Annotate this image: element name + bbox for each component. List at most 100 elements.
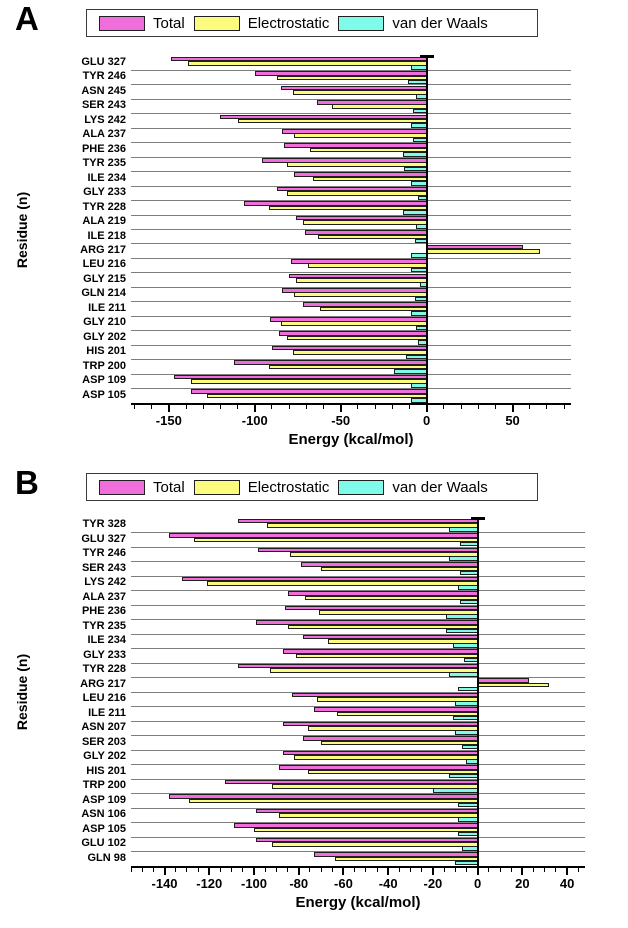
bar-electrostatic bbox=[254, 827, 478, 833]
residue-label: SER 243 bbox=[81, 99, 126, 112]
row-separator bbox=[131, 648, 585, 649]
residue-label: LYS 242 bbox=[84, 576, 126, 588]
x-major-tick bbox=[253, 405, 256, 412]
row-separator bbox=[131, 84, 571, 86]
row-separator bbox=[131, 388, 571, 390]
total-swatch-icon bbox=[99, 479, 145, 495]
bar-electrostatic bbox=[316, 697, 478, 702]
bar-vdw bbox=[411, 123, 427, 128]
bar-electrostatic bbox=[267, 523, 478, 528]
x-minor-tick bbox=[331, 868, 333, 872]
row-separator bbox=[131, 764, 585, 765]
x-major-tick bbox=[163, 868, 166, 875]
row-separator bbox=[131, 749, 585, 751]
x-minor-tick bbox=[287, 868, 289, 872]
bar-vdw bbox=[453, 715, 478, 721]
legend-label: Electrostatic bbox=[247, 478, 330, 496]
bar-electrostatic bbox=[269, 668, 478, 673]
row-separator bbox=[131, 590, 585, 591]
row-separator bbox=[131, 98, 571, 100]
x-minor-tick bbox=[305, 405, 307, 409]
bar-electrostatic bbox=[271, 842, 478, 847]
residue-label: GLU 102 bbox=[81, 837, 126, 849]
x-minor-tick bbox=[323, 405, 324, 409]
bar-vdw bbox=[459, 541, 478, 547]
bar-vdw bbox=[411, 383, 427, 389]
bar-electrostatic bbox=[278, 813, 478, 818]
residue-label: GLY 233 bbox=[83, 648, 126, 661]
bar-vdw bbox=[411, 181, 427, 186]
x-minor-tick bbox=[288, 405, 290, 409]
bar-vdw bbox=[455, 701, 478, 706]
residue-label: HIS 201 bbox=[86, 764, 126, 777]
legend: Total Electrostatic van der Waals bbox=[86, 473, 538, 501]
x-minor-tick bbox=[264, 868, 266, 872]
bar-electrostatic bbox=[296, 277, 427, 283]
panel-b-label: B bbox=[15, 464, 39, 501]
bar-electrostatic bbox=[294, 292, 427, 297]
legend-item: Total bbox=[99, 15, 185, 32]
legend-item: van der Waals bbox=[338, 479, 488, 496]
x-major-tick bbox=[476, 868, 479, 875]
x-minor-tick bbox=[271, 405, 273, 409]
residue-label: ARG 217 bbox=[80, 243, 126, 256]
row-separator bbox=[131, 561, 585, 562]
residue-label: TYR 228 bbox=[82, 663, 126, 675]
residue-label: GLY 202 bbox=[83, 330, 126, 343]
x-tick-label: -150 bbox=[155, 413, 182, 428]
x-minor-tick bbox=[563, 405, 565, 409]
bar-electrostatic bbox=[321, 566, 478, 572]
x-minor-tick bbox=[376, 868, 378, 872]
x-major-tick bbox=[253, 868, 255, 875]
bar-vdw bbox=[457, 831, 478, 837]
bar-vdw bbox=[448, 773, 478, 779]
row-separator bbox=[131, 720, 585, 722]
x-tick-label: -80 bbox=[289, 876, 309, 891]
row-separator bbox=[131, 735, 585, 736]
bar-electrostatic bbox=[206, 393, 427, 399]
x-major-tick bbox=[167, 405, 170, 412]
row-separator bbox=[131, 822, 585, 823]
row-separator bbox=[131, 706, 585, 707]
x-minor-tick bbox=[494, 405, 496, 409]
residue-label: SER 243 bbox=[81, 561, 126, 574]
x-major-tick bbox=[387, 868, 390, 875]
legend-label: Total bbox=[153, 478, 185, 496]
bar-electrostatic bbox=[187, 61, 427, 66]
residue-label: ASN 106 bbox=[81, 808, 126, 820]
x-minor-tick bbox=[391, 405, 393, 409]
bar-electrostatic bbox=[426, 249, 541, 254]
x-minor-tick bbox=[275, 868, 277, 872]
x-minor-tick bbox=[219, 868, 221, 872]
bar-vdw bbox=[411, 65, 427, 70]
legend-label: Electrostatic bbox=[247, 14, 330, 32]
residue-label: GLU 327 bbox=[81, 532, 126, 545]
x-minor-tick bbox=[544, 868, 546, 872]
residue-label: TYR 328 bbox=[82, 518, 126, 530]
bar-vdw bbox=[411, 397, 427, 403]
legend-label: Total bbox=[153, 14, 185, 32]
bar-vdw bbox=[459, 599, 478, 605]
residue-label: TRP 200 bbox=[82, 359, 126, 372]
x-minor-tick bbox=[499, 868, 501, 872]
bar-vdw bbox=[411, 253, 427, 258]
bar-electrostatic bbox=[313, 176, 427, 182]
x-minor-tick bbox=[141, 868, 143, 872]
bar-vdw bbox=[393, 369, 427, 374]
legend-item: Electrostatic bbox=[193, 14, 330, 32]
row-separator bbox=[131, 851, 585, 852]
bar-electrostatic bbox=[296, 653, 478, 659]
residue-label: LEU 216 bbox=[82, 692, 126, 704]
x-minor-tick bbox=[443, 405, 445, 409]
row-separator bbox=[131, 243, 571, 245]
x-major-tick bbox=[566, 868, 569, 875]
x-minor-tick bbox=[130, 868, 132, 872]
row-separator bbox=[131, 330, 571, 332]
x-minor-tick bbox=[354, 868, 356, 872]
row-separator bbox=[131, 532, 585, 533]
x-major-tick bbox=[342, 868, 345, 875]
legend-item: Total bbox=[99, 479, 185, 496]
x-tick-label: 20 bbox=[515, 876, 530, 891]
row-separator bbox=[131, 214, 571, 216]
residue-label: ALA 237 bbox=[82, 590, 126, 603]
